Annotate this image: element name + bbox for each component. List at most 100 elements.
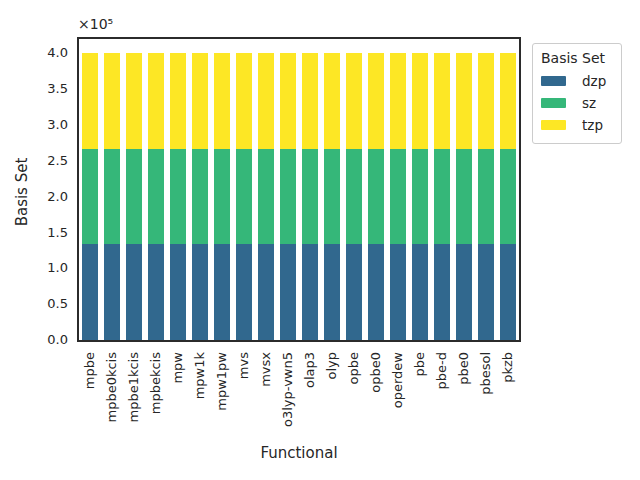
bar-segment-dzp [82,244,98,340]
bar-slot-opbe [343,39,365,340]
bar-segment-sz [82,149,98,245]
bar-segment-sz [148,149,164,245]
stacked-bar-mvsx [258,53,274,340]
y-tick-label: 4.0 [26,45,68,61]
bar-segment-tzp [258,53,274,149]
bar-segment-sz [346,149,362,245]
legend-swatch-dzp [541,76,566,86]
bar-segment-dzp [478,244,494,340]
plot-area [77,37,521,342]
legend-entries: dzp sz tzp [541,70,613,136]
legend-swatch-tzp [541,120,566,130]
y-tick-label: 3.0 [26,117,68,133]
bar-segment-dzp [236,244,252,340]
bar-segment-dzp [390,244,406,340]
bar-slot-mpbe1kcis [123,39,145,340]
legend-label-dzp: dzp [582,73,606,89]
bar-segment-dzp [346,244,362,340]
stacked-bar-mpbe1kcis [126,53,142,340]
stacked-bar-pbe0 [456,53,472,340]
stacked-bar-pkzb [500,53,516,340]
bar-segment-tzp [456,53,472,149]
bar-slot-pbe-d [431,39,453,340]
stacked-bar-pbe [412,53,428,340]
bar-segment-dzp [302,244,318,340]
y-tick-label: 2.5 [26,153,68,169]
bar-segment-tzp [104,53,120,149]
bar-segment-dzp [170,244,186,340]
stacked-bar-chart-figure: ×10⁵ Basis Set 0.00.51.01.52.02.53.03.54… [0,0,640,480]
bar-slot-opbe0 [365,39,387,340]
stacked-bar-opbe0 [368,53,384,340]
bar-segment-dzp [368,244,384,340]
bar-segment-tzp [82,53,98,149]
bar-segment-sz [214,149,230,245]
bar-segment-sz [104,149,120,245]
bar-segment-tzp [390,53,406,149]
bar-segment-dzp [280,244,296,340]
bar-segment-tzp [170,53,186,149]
bar-slot-mpw1k [189,39,211,340]
bar-segment-sz [280,149,296,245]
bar-segment-dzp [412,244,428,340]
stacked-bar-mvs [236,53,252,340]
bar-slot-pbe0 [453,39,475,340]
stacked-bar-operdew [390,53,406,340]
bar-segment-tzp [214,53,230,149]
bar-segment-sz [236,149,252,245]
bar-segment-tzp [500,53,516,149]
stacked-bar-o3lyp-vwn5 [280,53,296,340]
stacked-bar-pbe-d [434,53,450,340]
bar-slot-o3lyp-vwn5 [277,39,299,340]
stacked-bar-pbesol [478,53,494,340]
bar-segment-dzp [324,244,340,340]
bar-segment-dzp [214,244,230,340]
bar-segment-tzp [324,53,340,149]
legend-entry-sz: sz [541,92,613,114]
stacked-bar-mpw1pw [214,53,230,340]
bar-segment-dzp [456,244,472,340]
bar-slot-mvs [233,39,255,340]
stacked-bar-olap3 [302,53,318,340]
bar-segment-tzp [368,53,384,149]
x-axis-label: Functional [0,444,598,462]
bar-segment-dzp [434,244,450,340]
bar-segment-sz [390,149,406,245]
stacked-bar-mpw [170,53,186,340]
bar-slot-mpbe [79,39,101,340]
bar-slot-olap3 [299,39,321,340]
bar-segment-dzp [104,244,120,340]
bar-slot-mvsx [255,39,277,340]
bar-segment-tzp [280,53,296,149]
legend-entry-tzp: tzp [541,114,613,136]
bar-slot-mpw [167,39,189,340]
legend-title: Basis Set [541,50,613,66]
bar-segment-tzp [412,53,428,149]
bar-segment-sz [126,149,142,245]
bar-slot-pbe [409,39,431,340]
bar-segment-tzp [478,53,494,149]
stacked-bar-mpbekcis [148,53,164,340]
bar-segment-sz [434,149,450,245]
stacked-bar-olyp [324,53,340,340]
legend-label-sz: sz [582,95,596,111]
bar-segment-sz [456,149,472,245]
bar-segment-tzp [192,53,208,149]
y-tick-label: 2.0 [26,189,68,205]
bar-segment-dzp [148,244,164,340]
y-tick-label: 1.0 [26,260,68,276]
bar-segment-tzp [302,53,318,149]
stacked-bar-mpw1k [192,53,208,340]
bar-slot-pkzb [497,39,519,340]
stacked-bar-mpbe0kcis [104,53,120,340]
bar-slot-pbesol [475,39,497,340]
legend-label-tzp: tzp [582,117,603,133]
stacked-bar-opbe [346,53,362,340]
legend-entry-dzp: dzp [541,70,613,92]
bar-segment-sz [478,149,494,245]
bar-segment-sz [170,149,186,245]
bar-segment-sz [302,149,318,245]
bar-slot-operdew [387,39,409,340]
bar-segment-dzp [258,244,274,340]
bar-segment-tzp [148,53,164,149]
